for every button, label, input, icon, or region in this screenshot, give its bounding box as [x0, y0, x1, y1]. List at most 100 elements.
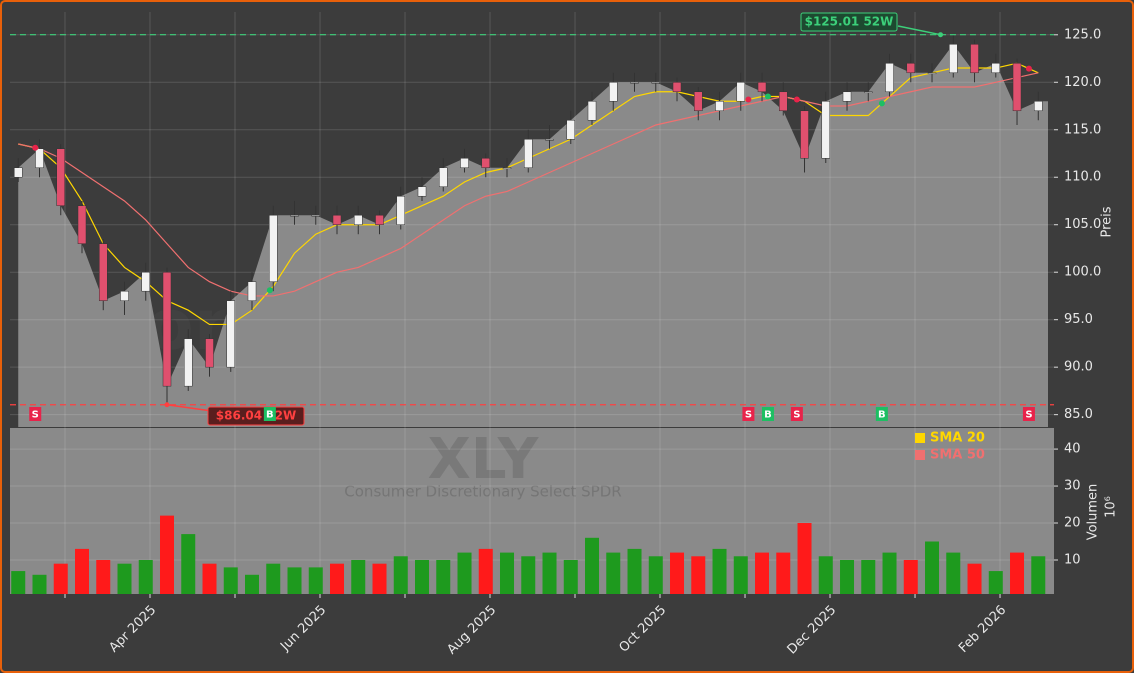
signal-marker: [29, 407, 42, 421]
volume-bar: [733, 556, 748, 594]
signal-label: B: [764, 410, 772, 421]
candle-body: [35, 148, 44, 168]
volume-bar: [627, 548, 642, 594]
candle-body: [141, 271, 150, 292]
watermark-symbol: XLY: [428, 427, 540, 492]
candle-body: [162, 271, 172, 387]
candle-body: [1012, 63, 1022, 112]
candle-body: [269, 214, 278, 282]
signal-label: S: [793, 410, 800, 421]
candle-body: [545, 139, 554, 141]
y-tick-label: 30: [1064, 479, 1081, 494]
volume-bar: [585, 537, 600, 594]
annotation-label: $86.04 52W: [216, 409, 296, 423]
signal-dot: [745, 96, 752, 103]
candle-body: [800, 110, 809, 159]
candle-body: [396, 195, 406, 225]
volume-bar: [776, 552, 791, 594]
volume-bar: [861, 559, 876, 594]
signal-dot: [793, 96, 800, 103]
candle-body: [757, 82, 767, 93]
y-tick-label: 20: [1064, 516, 1081, 531]
candle-body: [77, 205, 87, 244]
volume-bar: [436, 559, 451, 594]
volume-bar: [117, 563, 132, 594]
candle-body: [906, 63, 916, 74]
candle-body: [970, 44, 979, 74]
legend-label: SMA 50: [930, 448, 985, 463]
volume-bar: [330, 563, 345, 594]
y-tick-label: 120.0: [1064, 75, 1101, 90]
candle-body: [630, 82, 639, 84]
volume-bar: [138, 559, 153, 594]
volume-bar: [478, 548, 493, 594]
volume-bar: [712, 548, 727, 594]
y-tick-label: 10: [1064, 552, 1081, 567]
candle-body: [56, 148, 65, 206]
volume-bar: [96, 559, 111, 594]
candle-body: [885, 63, 894, 93]
volume-bar: [266, 563, 281, 594]
candle-body: [439, 167, 448, 187]
candle-body: [375, 214, 384, 225]
volume-bar: [818, 556, 833, 594]
candle-body: [311, 214, 321, 217]
volume-bar: [670, 552, 685, 594]
signal-label: S: [1025, 410, 1032, 421]
candle-body: [460, 157, 469, 168]
candle-body: [736, 82, 746, 102]
candle-body: [354, 214, 363, 225]
volume-bar: [415, 559, 430, 594]
candle-body: [502, 167, 512, 169]
signal-label: S: [32, 410, 39, 421]
arrow-head: [938, 32, 944, 38]
price-area: [18, 44, 1048, 427]
legend-label: SMA 20: [930, 431, 985, 446]
candle-body: [481, 157, 491, 168]
volume-bar: [988, 571, 1003, 594]
signal-marker: [1022, 407, 1035, 421]
annotation-arrow: [166, 404, 213, 412]
volume-bar: [245, 574, 260, 594]
signal-marker: [742, 407, 755, 421]
signal-marker: [263, 407, 276, 421]
candle-body: [821, 101, 831, 159]
signal-dot: [878, 100, 885, 107]
y-tick-label: 95.0: [1064, 312, 1093, 327]
volume-bar: [351, 559, 366, 594]
annotation-box: [800, 12, 898, 32]
legend-swatch: [915, 450, 925, 460]
y-axis-label: Preis: [1100, 206, 1115, 237]
annotation-label: $125.01 52W: [805, 15, 894, 29]
volume-bar: [967, 563, 982, 594]
signal-dot: [764, 93, 771, 100]
volume-bar: [223, 567, 238, 594]
volume-bar: [903, 559, 918, 594]
volume-bar: [159, 515, 174, 594]
volume-unit: 10⁶: [1104, 496, 1119, 518]
volume-bar: [648, 556, 663, 594]
volume-bar: [372, 563, 387, 594]
candle-body: [587, 101, 597, 121]
candle-body: [247, 281, 257, 301]
volume-bar: [457, 552, 472, 594]
y-tick-label: 40: [1064, 442, 1081, 457]
candle-body: [120, 290, 129, 301]
candle-body: [864, 91, 873, 94]
signal-marker: [875, 407, 888, 421]
candle-body: [991, 63, 1001, 74]
volume-axis-label: Volumen: [1086, 484, 1101, 541]
volume-bar: [946, 552, 961, 594]
candle-body: [694, 91, 703, 112]
signal-label: S: [745, 410, 752, 421]
signal-marker: [761, 407, 774, 421]
volume-bar: [287, 567, 302, 594]
sma-line: [18, 72, 1039, 297]
volume-bar: [882, 552, 897, 594]
candle-body: [332, 214, 342, 225]
signal-label: B: [266, 410, 274, 421]
annotation-box: [207, 406, 305, 426]
y-tick-label: 125.0: [1064, 27, 1101, 42]
